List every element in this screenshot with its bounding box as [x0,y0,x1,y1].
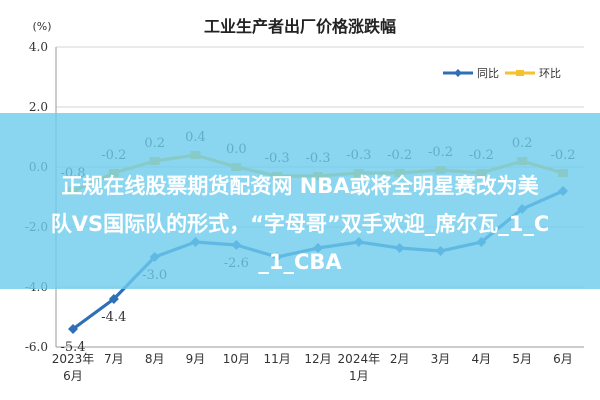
overlay-line-1: 正规在线股票期货配资网 NBA或将全明星赛改为美 [61,174,539,198]
x-tick-label-line: 3月 [431,352,451,366]
x-tick-label-line: 8月 [145,352,165,366]
y-tick-label: 2.0 [29,100,48,114]
y-tick-label: 4.0 [29,40,48,54]
x-tick-label: 2024年 1月 [338,352,381,383]
x-tick-label: 9月 [186,352,206,366]
x-tick-label: 4月 [472,352,492,366]
x-tick-label-line: 5月 [512,352,532,366]
legend-label: 环比 [539,67,561,80]
x-tick-label: 2月 [390,352,410,366]
x-tick-label-line: 6月 [63,369,83,383]
yoy-point [108,294,119,304]
x-tick-label: 8月 [145,352,165,366]
x-tick-label: 10月 [223,352,250,366]
x-tick-label-line: 9月 [186,352,206,366]
x-tick-label: 11月 [264,352,291,366]
x-tick-label-line: 4月 [472,352,492,366]
yoy-data-label: -4.4 [101,310,126,325]
x-tick-label: 3月 [431,352,451,366]
x-tick-label-line: 10月 [223,352,250,366]
x-tick-label: 2023年 6月 [52,352,95,383]
x-tick-label-line: 6月 [553,352,573,366]
legend-swatch-marker [516,70,524,76]
x-tick-label-line: 11月 [264,352,291,366]
overlay-banner [0,113,600,289]
y-axis-unit: (%) [32,20,51,33]
x-tick-label-line: 7月 [104,352,124,366]
x-tick-label: 5月 [512,352,532,366]
chart-title: 工业生产者出厂价格涨跌幅 [204,17,396,36]
x-tick-label: 6月 [553,352,573,366]
x-tick-label-line: 2024年 [338,352,381,366]
x-tick-label-line: 12月 [304,352,331,366]
y-tick-label: -6.0 [25,340,48,354]
legend-swatch-marker [454,69,462,77]
x-tick-label-line: 2月 [390,352,410,366]
x-tick-label-line: 1月 [349,369,369,383]
yoy-data-label: -5.4 [60,340,85,355]
yoy-point [68,324,78,334]
overlay-text: 正规在线股票期货配资网 NBA或将全明星赛改为美 队VS国际队的形式，“字母哥”… [0,167,600,281]
x-tick-label: 7月 [104,352,124,366]
legend-label: 同比 [477,67,499,80]
overlay-line-3: _1_CBA [258,250,342,274]
x-tick-label-line: 2023年 [52,352,95,366]
x-tick-label: 12月 [304,352,331,366]
overlay-line-2: 队VS国际队的形式，“字母哥”双手欢迎_席尔瓦_1_C [50,212,550,236]
